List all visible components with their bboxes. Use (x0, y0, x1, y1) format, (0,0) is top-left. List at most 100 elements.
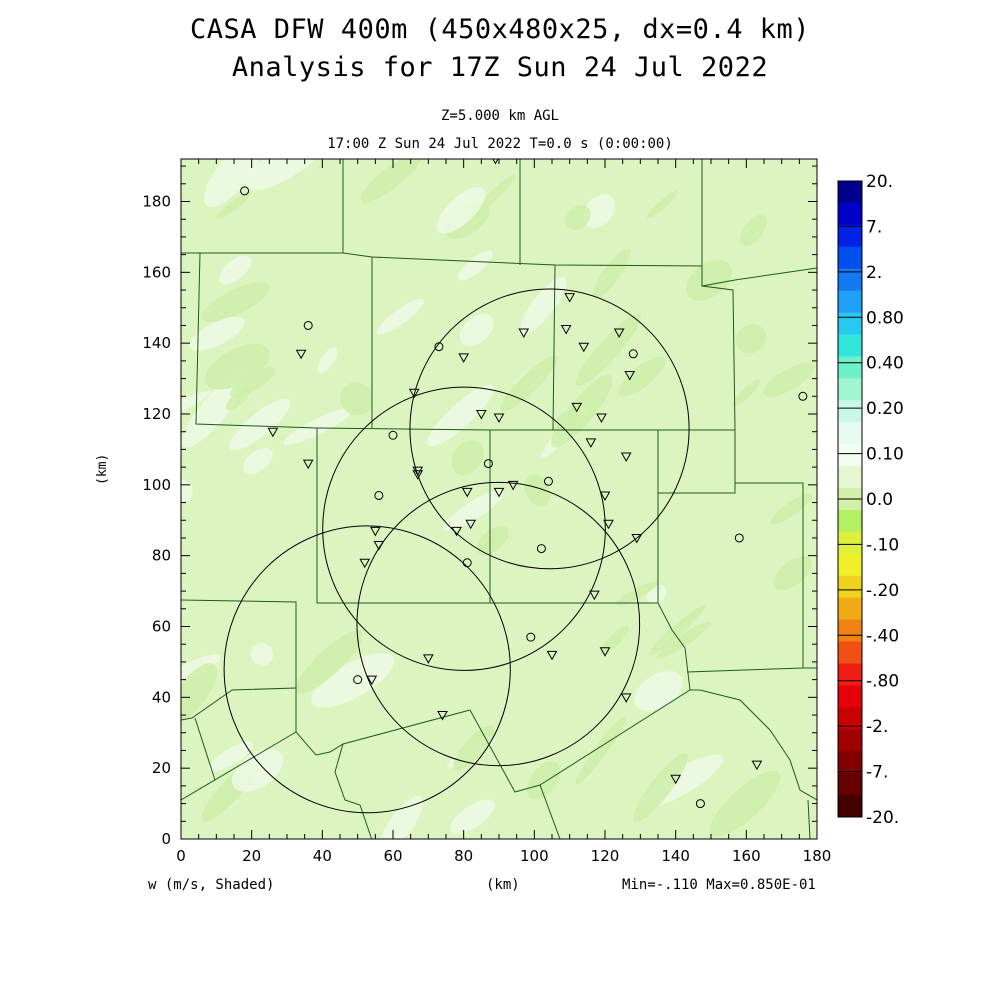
w-field-patch (648, 605, 706, 656)
colorbar-swatch (838, 751, 862, 774)
x-tick-label: 180 (803, 847, 832, 865)
colorbar-swatch (838, 224, 862, 248)
y-tick-label: 80 (152, 547, 171, 565)
w-field-patch (201, 282, 270, 322)
station-triangle-marker (599, 647, 611, 657)
station-triangle-marker (578, 342, 590, 353)
w-field-patch (426, 384, 495, 447)
w-field-patch (633, 753, 688, 823)
colorbar-label: 2. (866, 263, 882, 283)
w-field-patch (740, 214, 767, 247)
station-triangle-marker (295, 349, 307, 360)
station-circle-marker (695, 799, 705, 809)
colorbar-swatch (838, 181, 862, 204)
station-triangle-marker (422, 654, 434, 664)
station-circle-marker (798, 391, 808, 401)
w-field-patch (773, 556, 812, 591)
x-tick-label: 60 (383, 847, 402, 865)
w-field-patch (618, 356, 666, 397)
station-circle-marker (374, 490, 384, 500)
station-triangle-marker (373, 541, 385, 551)
y-tick-label: 140 (142, 334, 171, 352)
w-field-patch (474, 174, 516, 215)
station-triangle-marker (589, 590, 600, 601)
map-title-line2: Analysis for 17Z Sun 24 Jul 2022 (231, 52, 769, 83)
colorbar-swatch (838, 356, 862, 379)
station-triangle-marker (585, 438, 597, 448)
colorbar-swatch (838, 619, 862, 643)
station-triangle-marker (366, 675, 378, 686)
w-field-patch (360, 159, 422, 203)
w-field-patch (575, 716, 626, 785)
colorbar-swatch (838, 466, 862, 489)
station-triangle-marker (603, 519, 614, 530)
colorbar-swatch (838, 795, 862, 818)
station-triangle-marker (599, 491, 611, 501)
station-markers (240, 159, 808, 809)
w-field-patch (735, 324, 767, 354)
station-circle-marker (353, 675, 363, 685)
w-field-patch (295, 630, 363, 694)
w-field-patch (656, 621, 711, 659)
station-triangle-marker (461, 487, 473, 498)
station-triangle-marker (546, 650, 558, 661)
y-tick-label: 0 (161, 830, 171, 848)
station-triangle-marker (564, 293, 576, 303)
colorbar-swatch (838, 663, 862, 686)
y-tick-label: 120 (142, 405, 171, 423)
colorbar-swatch (838, 400, 862, 423)
w-field-patch (181, 372, 246, 448)
x-tick-label: 80 (454, 847, 473, 865)
colorbar-label: 20. (866, 172, 893, 192)
w-field-patch (376, 298, 424, 335)
colorbar-label: 0.10 (866, 445, 904, 465)
w-field-patch (646, 190, 679, 219)
w-field-patch (203, 159, 263, 207)
y-tick-label: 20 (152, 759, 171, 777)
colorbar-label: -.10 (866, 535, 899, 555)
x-tick-label: 140 (661, 847, 690, 865)
colorbar-swatch (838, 641, 862, 664)
w-field-patch (451, 440, 485, 476)
station-triangle-marker (475, 410, 487, 420)
colorbar-swatch (838, 334, 862, 357)
w-field-patch (686, 259, 732, 301)
w-field-patch (709, 770, 781, 837)
w-field-patch (634, 670, 683, 712)
w-field-patch (317, 347, 338, 374)
colorbar-label: -20. (866, 808, 899, 828)
w-field-patch (616, 581, 658, 606)
colorbar-swatch (838, 509, 862, 533)
w-field-patch (762, 363, 815, 397)
station-circle-marker (543, 476, 553, 486)
station-triangle-marker (359, 558, 371, 569)
w-field-patch (181, 654, 221, 693)
station-circle-marker (462, 558, 472, 568)
w-field-patch (443, 489, 504, 531)
colorbar-swatch (838, 444, 862, 467)
colorbar-swatch (838, 575, 862, 599)
station-triangle-marker (620, 693, 632, 703)
station-triangle-marker (596, 413, 607, 424)
station-triangle-marker (412, 470, 424, 480)
y-tick-label: 60 (152, 618, 171, 636)
station-circle-marker (240, 186, 250, 196)
station-triangle-marker (620, 452, 632, 463)
radar-range-ring (356, 481, 641, 767)
station-circle-marker (536, 544, 546, 554)
w-field-patch (181, 663, 217, 725)
colorbar-swatch (838, 685, 862, 708)
colorbar-label: 0.20 (866, 399, 904, 419)
station-circle-marker (303, 320, 313, 330)
colorbar-swatch (838, 422, 862, 445)
station-triangle-marker (493, 487, 505, 498)
w-field-patch (218, 255, 252, 285)
w-field-patch (181, 391, 210, 417)
w-field-patch (231, 748, 284, 792)
w-field-patch (283, 408, 353, 445)
axis-ticks (180, 159, 818, 840)
w-field-patch (208, 741, 254, 772)
x-tick-label: 160 (732, 847, 761, 865)
station-triangle-marker (408, 388, 420, 399)
w-field-patch (551, 374, 613, 448)
